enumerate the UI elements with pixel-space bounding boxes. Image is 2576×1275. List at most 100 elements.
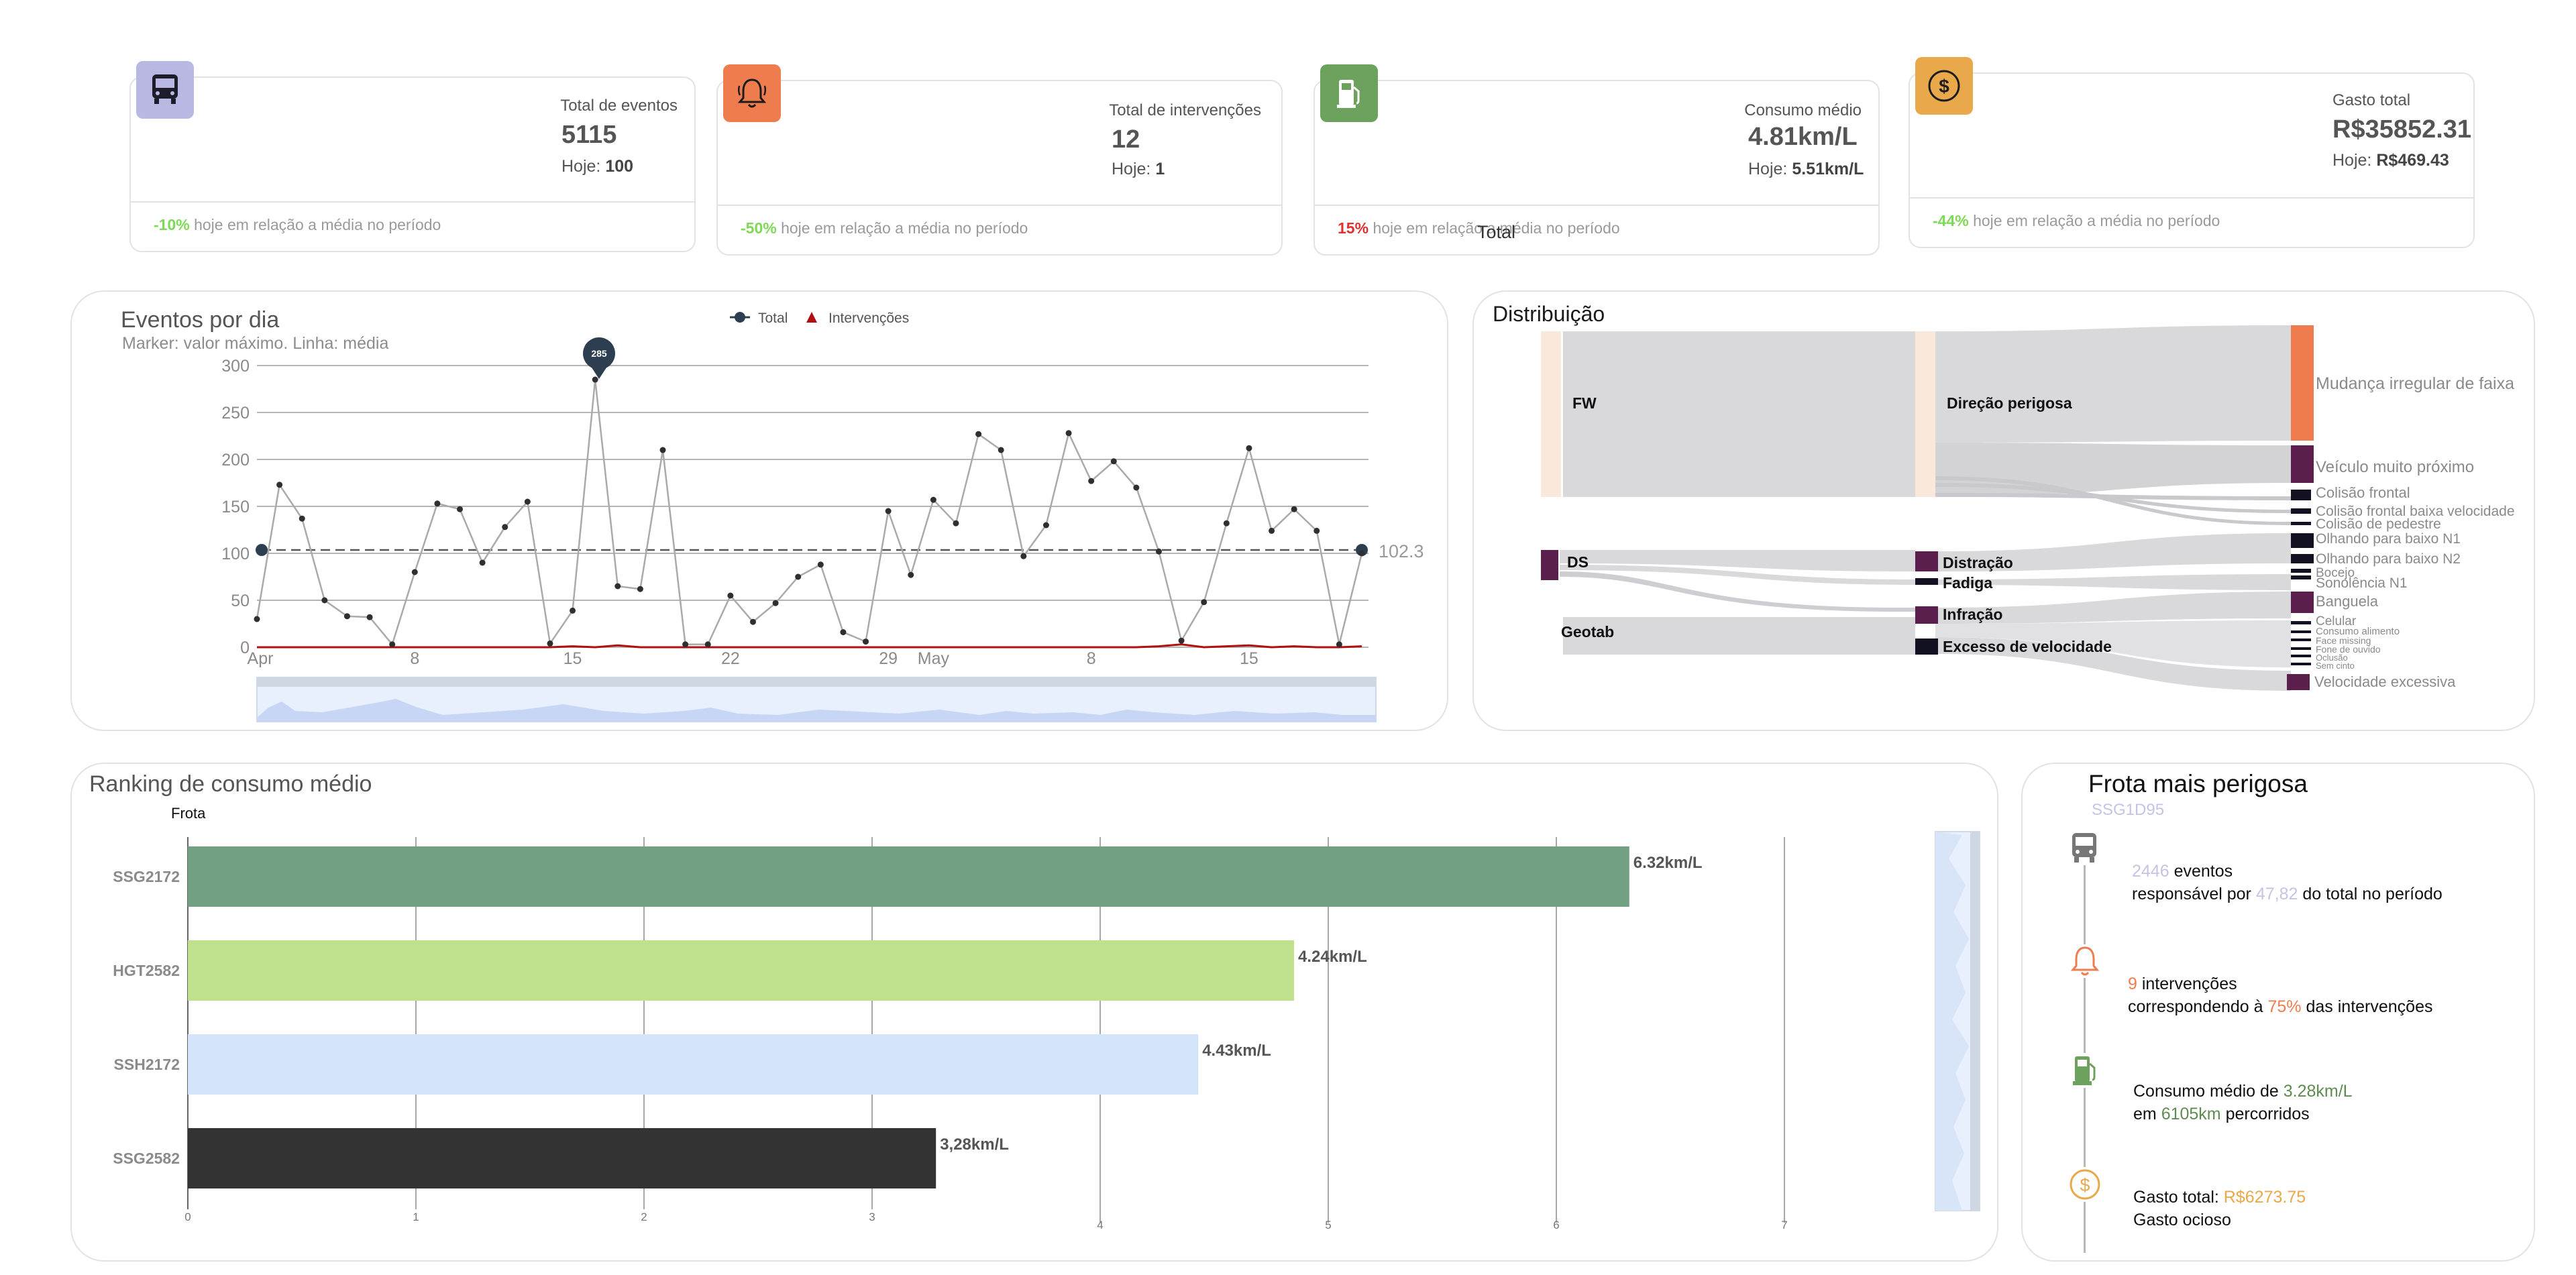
data-point[interactable] bbox=[908, 571, 914, 578]
data-point[interactable] bbox=[502, 524, 508, 531]
y-tick-label: 50 bbox=[231, 592, 250, 610]
distribution-sankey: FW DS Geotab Direção perigosa Distração … bbox=[1541, 325, 2515, 691]
navigator-handle-bar[interactable] bbox=[257, 677, 1376, 687]
data-point[interactable] bbox=[411, 569, 418, 575]
legend-interventions-label: Intervenções bbox=[828, 311, 909, 326]
interventions-series-line bbox=[257, 643, 1362, 649]
bar[interactable] bbox=[188, 940, 1294, 1001]
node-olhando-n1-bar bbox=[2291, 533, 2314, 548]
data-point[interactable] bbox=[389, 641, 396, 648]
node-bocejo-bar bbox=[2291, 569, 2311, 573]
data-point[interactable] bbox=[659, 447, 666, 453]
data-point[interactable] bbox=[682, 641, 689, 648]
distribution-title: Distribuição bbox=[1493, 302, 1605, 326]
kpi-delta: -10% bbox=[154, 216, 190, 233]
kpi-delta-text: hoje em relação a média no período bbox=[781, 219, 1028, 237]
data-point[interactable] bbox=[592, 376, 598, 383]
data-point[interactable] bbox=[1269, 527, 1275, 534]
data-point[interactable] bbox=[1042, 522, 1049, 529]
x-tick-label: 15 bbox=[1240, 649, 1258, 668]
kpi-footer: -10% hoje em relação a média no período bbox=[131, 201, 694, 251]
node-fone-bar bbox=[2291, 647, 2311, 650]
data-point[interactable] bbox=[953, 520, 959, 526]
bar[interactable] bbox=[188, 846, 1629, 907]
data-point[interactable] bbox=[434, 500, 441, 507]
data-point[interactable] bbox=[1133, 484, 1140, 491]
data-point[interactable] bbox=[1246, 445, 1252, 451]
target-label: Olhando para baixo N2 bbox=[2316, 551, 2461, 567]
bar[interactable] bbox=[188, 1128, 936, 1188]
data-point[interactable] bbox=[614, 583, 621, 590]
data-point[interactable] bbox=[749, 618, 756, 625]
data-point[interactable] bbox=[1155, 548, 1162, 555]
target-label: Bocejo bbox=[2316, 566, 2355, 580]
data-point[interactable] bbox=[1178, 637, 1185, 644]
data-point[interactable] bbox=[998, 447, 1004, 453]
value-label: 6.32km/L bbox=[1633, 854, 1703, 872]
bell-icon bbox=[2070, 944, 2100, 978]
x-tick-label: 6 bbox=[1553, 1219, 1559, 1231]
kpi-value: 12 bbox=[1112, 125, 1140, 154]
x-tick-label: 2 bbox=[641, 1211, 647, 1223]
ranking-axis-title: Frota bbox=[171, 805, 206, 822]
data-point[interactable] bbox=[524, 498, 531, 505]
data-point[interactable] bbox=[863, 639, 869, 645]
legend-interventions-marker bbox=[806, 312, 817, 323]
x-tick-label: 8 bbox=[410, 649, 419, 668]
kpi-delta-text: hoje em relação a média no período bbox=[194, 216, 441, 233]
data-point[interactable] bbox=[1110, 458, 1117, 465]
data-point[interactable] bbox=[772, 600, 779, 606]
data-point[interactable] bbox=[637, 586, 643, 592]
data-point[interactable] bbox=[254, 616, 260, 622]
node-olhando-n2-bar bbox=[2291, 554, 2314, 563]
data-point[interactable] bbox=[1201, 599, 1208, 606]
data-point[interactable] bbox=[479, 559, 486, 566]
data-point[interactable] bbox=[547, 640, 553, 647]
data-point[interactable] bbox=[930, 496, 936, 503]
data-point[interactable] bbox=[817, 561, 824, 568]
dollar-icon: $ bbox=[1915, 57, 1973, 115]
bar[interactable] bbox=[188, 1034, 1199, 1095]
data-point[interactable] bbox=[795, 573, 802, 580]
legend[interactable]: Total Intervenções bbox=[730, 311, 909, 326]
target-label: Colisão frontal baixa velocidade bbox=[2316, 504, 2515, 519]
data-point[interactable] bbox=[975, 431, 982, 437]
ranking-navigator-handle[interactable] bbox=[1970, 832, 1980, 1211]
kpi-footer: -50% hoje em relação a média no período bbox=[718, 205, 1281, 254]
ranking-bar-chart: SSG2172 6.32km/L HGT2582 4.24km/L SSH2172 4.4… bbox=[113, 831, 1980, 1231]
fuel-pump-icon bbox=[1320, 64, 1378, 122]
node-sonolencia-bar bbox=[2291, 575, 2311, 579]
data-point[interactable] bbox=[1223, 520, 1230, 526]
x-tick-label: 29 bbox=[879, 649, 898, 668]
node-infracao-label: Infração bbox=[1943, 606, 2002, 623]
data-point[interactable] bbox=[299, 515, 305, 522]
data-point[interactable] bbox=[366, 614, 373, 620]
node-oclusao-bar bbox=[2291, 655, 2311, 657]
target-label: Veículo muito próximo bbox=[2316, 458, 2474, 476]
data-point[interactable] bbox=[1020, 553, 1027, 559]
target-label: Colisão de pedestre bbox=[2316, 516, 2441, 532]
data-point[interactable] bbox=[1088, 478, 1095, 484]
data-point[interactable] bbox=[704, 641, 711, 648]
data-point[interactable] bbox=[343, 613, 350, 620]
bus-icon bbox=[136, 61, 194, 119]
data-point[interactable] bbox=[276, 482, 283, 488]
data-point[interactable] bbox=[1291, 506, 1297, 512]
value-label: 4.24km/L bbox=[1298, 948, 1367, 966]
kpi-delta-text: hoje em relação a média no período bbox=[1973, 212, 2220, 229]
data-point[interactable] bbox=[1313, 527, 1320, 534]
link-direcao-mudanca bbox=[1935, 325, 2291, 443]
data-point[interactable] bbox=[570, 607, 576, 614]
data-point[interactable] bbox=[457, 506, 464, 512]
data-point[interactable] bbox=[885, 508, 892, 514]
data-point[interactable] bbox=[1358, 550, 1365, 557]
data-point[interactable] bbox=[1065, 430, 1072, 437]
data-point[interactable] bbox=[1336, 641, 1342, 648]
data-point[interactable] bbox=[727, 592, 734, 599]
node-veiculo-bar bbox=[2291, 445, 2314, 483]
legend-total-marker bbox=[735, 312, 745, 323]
data-point[interactable] bbox=[321, 597, 328, 604]
link-distracao-targets bbox=[1935, 533, 2291, 571]
fleet-events-text: 2446 eventos responsável por 47,82 do to… bbox=[2132, 862, 2443, 903]
data-point[interactable] bbox=[840, 629, 847, 636]
